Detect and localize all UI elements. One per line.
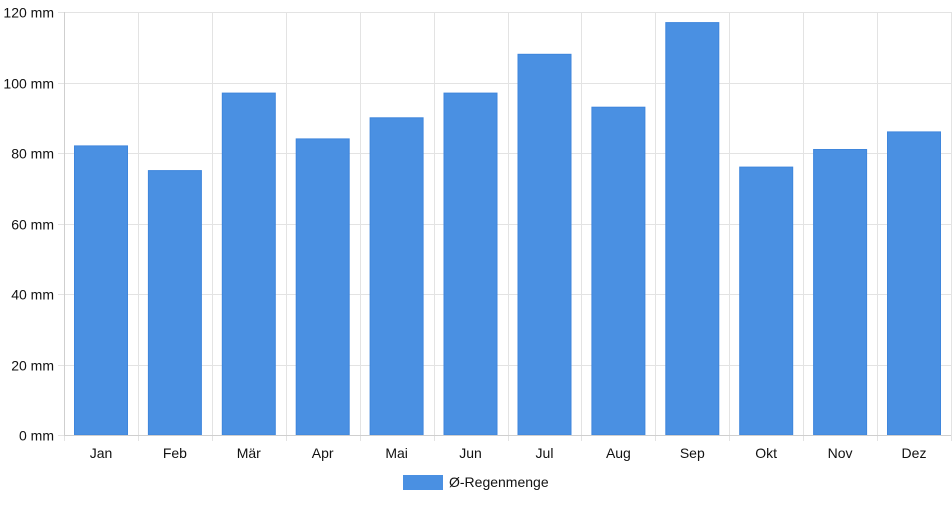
x-tick-label: Mär <box>237 445 261 461</box>
bar[interactable] <box>443 92 498 436</box>
x-tick-label: Okt <box>755 445 777 461</box>
grid-layer <box>58 12 952 441</box>
x-tick-label: Feb <box>163 445 187 461</box>
bar[interactable] <box>591 106 646 436</box>
x-tick-label: Aug <box>606 445 631 461</box>
bar[interactable] <box>665 22 720 436</box>
y-tick-label: 120 mm <box>3 5 54 21</box>
y-tick-label: 100 mm <box>3 76 54 92</box>
y-tick-label: 60 mm <box>11 217 54 233</box>
bar[interactable] <box>369 117 424 436</box>
x-tick-label: Sep <box>680 445 705 461</box>
bar[interactable] <box>887 131 941 436</box>
bar[interactable] <box>147 170 202 436</box>
y-tick-label: 40 mm <box>11 287 54 303</box>
x-tick-label: Apr <box>312 445 334 461</box>
bar[interactable] <box>74 145 128 436</box>
x-tick-label: Nov <box>828 445 853 461</box>
x-tick-label: Jul <box>536 445 554 461</box>
legend-label[interactable]: Ø-Regenmenge <box>449 474 549 490</box>
y-tick-label: 20 mm <box>11 358 54 374</box>
x-tick-label: Jan <box>90 445 113 461</box>
bar[interactable] <box>813 149 868 436</box>
y-tick-label: 80 mm <box>11 146 54 162</box>
axis-layer: 0 mm 20 mm 40 mm 60 mm 80 mm 100 mm 120 mm Jan F… <box>3 5 951 461</box>
x-tick-label: Mai <box>385 445 408 461</box>
bar-layer <box>74 22 941 436</box>
x-tick-label: Jun <box>459 445 482 461</box>
legend[interactable]: Ø-Regenmenge <box>403 474 549 490</box>
bar[interactable] <box>295 138 350 436</box>
bar[interactable] <box>221 92 276 436</box>
legend-swatch[interactable] <box>403 475 443 490</box>
y-tick-label: 0 mm <box>19 428 54 444</box>
bar[interactable] <box>517 53 572 436</box>
x-tick-label: Dez <box>902 445 927 461</box>
bar[interactable] <box>739 166 794 436</box>
